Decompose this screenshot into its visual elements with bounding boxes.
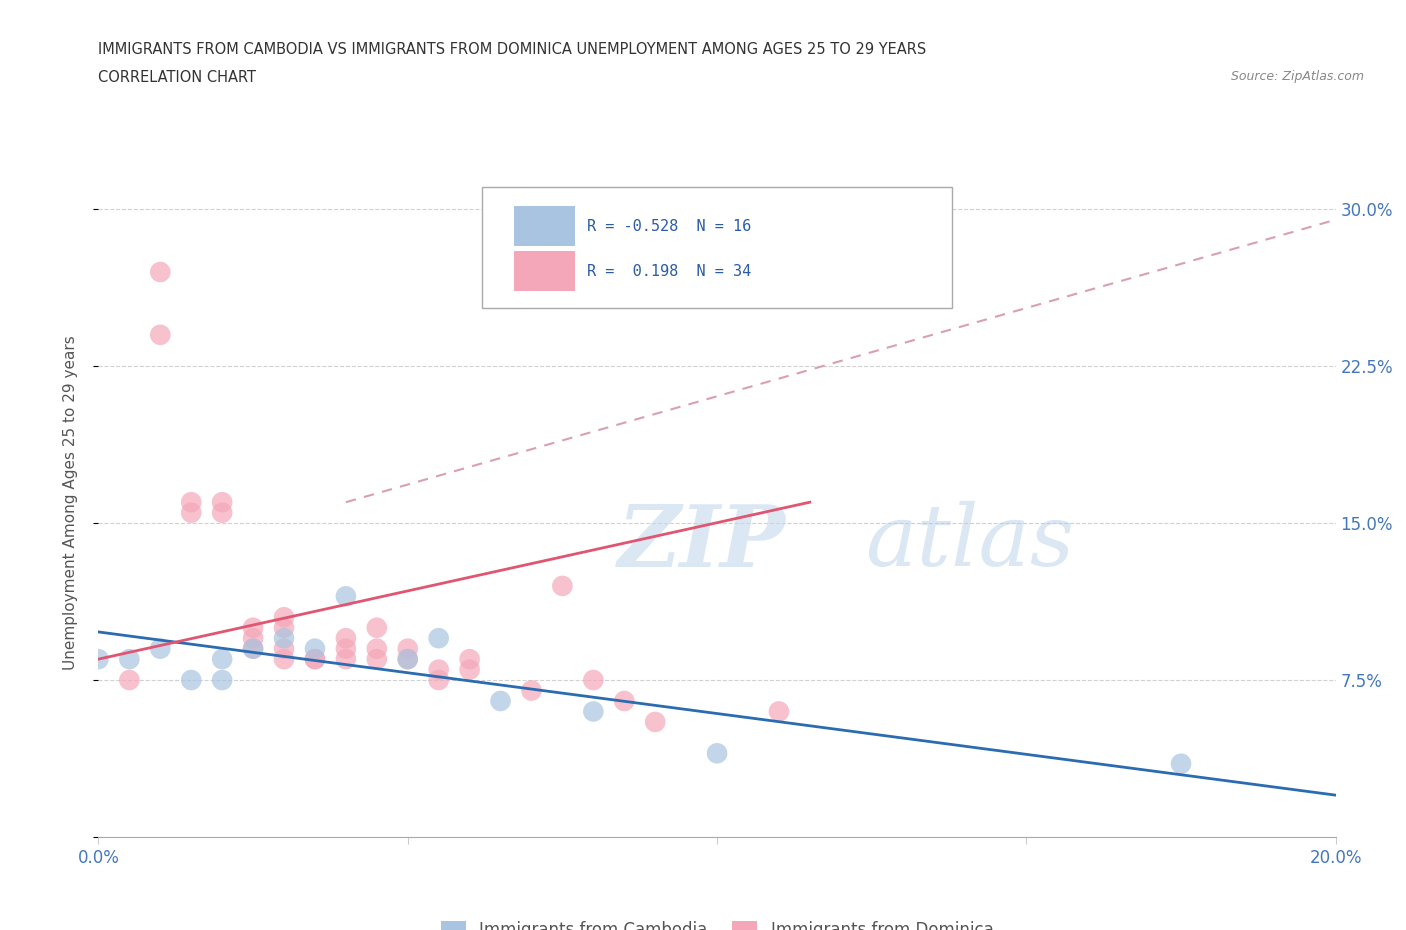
Point — [211, 505, 233, 520]
Point — [396, 642, 419, 657]
Text: IMMIGRANTS FROM CAMBODIA VS IMMIGRANTS FROM DOMINICA UNEMPLOYMENT AMONG AGES 25 : IMMIGRANTS FROM CAMBODIA VS IMMIGRANTS F… — [98, 42, 927, 57]
Point — [427, 662, 450, 677]
FancyBboxPatch shape — [515, 206, 575, 246]
Point — [242, 642, 264, 657]
Point — [582, 672, 605, 687]
FancyBboxPatch shape — [515, 251, 575, 290]
Point — [396, 652, 419, 667]
Point — [118, 672, 141, 687]
Point — [304, 652, 326, 667]
Point — [242, 642, 264, 657]
Point — [149, 642, 172, 657]
Point — [366, 642, 388, 657]
Point — [458, 652, 481, 667]
Point — [644, 714, 666, 729]
Text: R = -0.528  N = 16: R = -0.528 N = 16 — [588, 219, 751, 233]
Point — [180, 672, 202, 687]
Legend: Immigrants from Cambodia, Immigrants from Dominica: Immigrants from Cambodia, Immigrants fro… — [433, 912, 1001, 930]
Point — [396, 652, 419, 667]
Point — [149, 265, 172, 280]
Point — [304, 652, 326, 667]
Point — [335, 589, 357, 604]
Point — [211, 672, 233, 687]
Point — [149, 327, 172, 342]
Text: ZIP: ZIP — [619, 500, 786, 584]
Point — [211, 652, 233, 667]
Point — [87, 652, 110, 667]
Point — [242, 620, 264, 635]
Point — [366, 652, 388, 667]
FancyBboxPatch shape — [482, 188, 952, 308]
Point — [613, 694, 636, 709]
Point — [1170, 756, 1192, 771]
Point — [180, 505, 202, 520]
Point — [273, 642, 295, 657]
Point — [335, 631, 357, 645]
Point — [582, 704, 605, 719]
Text: CORRELATION CHART: CORRELATION CHART — [98, 70, 256, 85]
Point — [273, 610, 295, 625]
Point — [520, 683, 543, 698]
Point — [427, 672, 450, 687]
Point — [242, 631, 264, 645]
Point — [273, 652, 295, 667]
Point — [768, 704, 790, 719]
Point — [551, 578, 574, 593]
Point — [211, 495, 233, 510]
Point — [304, 642, 326, 657]
Text: Source: ZipAtlas.com: Source: ZipAtlas.com — [1230, 70, 1364, 83]
Point — [335, 642, 357, 657]
Point — [273, 631, 295, 645]
Y-axis label: Unemployment Among Ages 25 to 29 years: Unemployment Among Ages 25 to 29 years — [63, 335, 77, 670]
Point — [366, 620, 388, 635]
Point — [118, 652, 141, 667]
Point — [427, 631, 450, 645]
Point — [180, 495, 202, 510]
Text: atlas: atlas — [866, 501, 1074, 584]
Point — [458, 662, 481, 677]
Point — [273, 620, 295, 635]
Text: R =  0.198  N = 34: R = 0.198 N = 34 — [588, 264, 751, 279]
Point — [335, 652, 357, 667]
Point — [489, 694, 512, 709]
Point — [706, 746, 728, 761]
